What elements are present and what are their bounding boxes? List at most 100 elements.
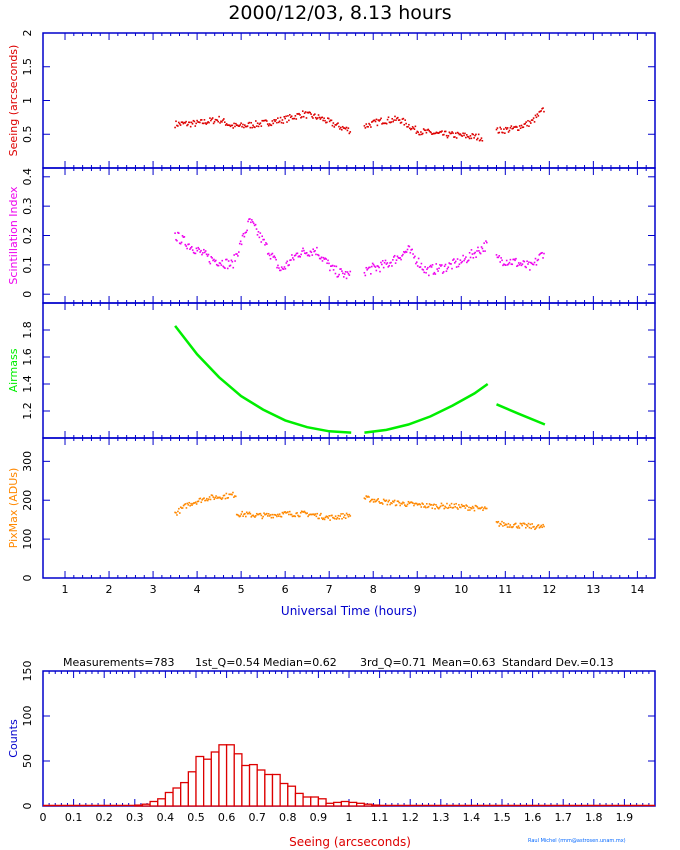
data-point — [537, 258, 540, 261]
data-point — [290, 115, 293, 117]
data-point — [465, 256, 467, 258]
data-point — [289, 116, 292, 119]
data-point — [270, 516, 273, 519]
data-point — [252, 222, 255, 225]
data-point — [430, 131, 432, 134]
data-point — [432, 504, 435, 506]
data-point — [409, 251, 412, 254]
data-point — [529, 122, 532, 124]
data-point — [198, 497, 201, 500]
data-point — [385, 122, 388, 125]
data-point — [369, 500, 371, 503]
histogram-bar — [134, 804, 144, 807]
data-point — [294, 515, 297, 518]
data-point — [411, 126, 414, 128]
data-point — [191, 504, 193, 506]
x-tick-label: 1.5 — [493, 811, 511, 824]
data-point — [449, 132, 452, 135]
histogram-bar — [225, 744, 235, 807]
data-point — [389, 262, 391, 264]
data-point — [430, 266, 433, 268]
y-axis-label: Counts — [7, 719, 20, 758]
data-point — [226, 258, 228, 261]
data-point — [322, 119, 324, 122]
data-point — [451, 131, 453, 133]
data-point — [439, 130, 441, 133]
data-point — [202, 122, 205, 125]
data-point — [368, 266, 370, 269]
data-point — [189, 125, 192, 128]
data-point — [533, 525, 535, 528]
data-point — [466, 505, 468, 507]
data-point — [509, 258, 512, 261]
data-point — [342, 512, 344, 515]
data-point — [319, 257, 322, 260]
data-point — [459, 506, 462, 509]
data-point — [244, 232, 247, 234]
data-point — [504, 132, 506, 134]
data-point — [429, 264, 432, 267]
data-point — [387, 116, 390, 119]
data-point — [231, 124, 234, 127]
data-point — [187, 243, 189, 246]
data-point — [435, 503, 437, 506]
data-point — [314, 513, 317, 515]
data-point — [330, 514, 332, 517]
data-point — [261, 235, 264, 238]
data-point — [422, 503, 424, 505]
data-point — [468, 137, 471, 140]
data-point — [520, 264, 523, 267]
data-point — [338, 125, 340, 128]
data-point — [393, 499, 396, 502]
histogram-bar — [271, 773, 281, 807]
data-point — [339, 515, 341, 517]
data-point — [294, 115, 297, 117]
data-point — [246, 125, 249, 127]
data-point — [367, 267, 369, 270]
data-point — [372, 501, 375, 503]
data-point — [187, 123, 189, 126]
data-point — [423, 506, 425, 508]
data-point — [216, 119, 219, 122]
data-point — [285, 262, 288, 264]
data-point — [206, 122, 208, 124]
data-point — [196, 119, 198, 122]
data-point — [465, 504, 468, 506]
data-point — [191, 123, 194, 125]
data-point — [406, 248, 409, 251]
data-point — [282, 122, 285, 124]
data-point — [333, 517, 336, 520]
data-point — [516, 265, 518, 268]
data-point — [448, 262, 451, 264]
data-point — [312, 117, 314, 119]
data-point — [266, 253, 269, 255]
data-point — [441, 504, 444, 507]
data-point — [436, 268, 438, 270]
data-point — [251, 126, 253, 129]
x-tick-label: 0.2 — [95, 811, 113, 824]
histogram-bar — [325, 802, 335, 807]
data-point — [244, 125, 247, 128]
data-point — [233, 496, 235, 499]
data-point — [214, 496, 216, 499]
histogram-bar — [241, 764, 251, 807]
data-point — [195, 503, 198, 505]
data-point — [288, 264, 290, 266]
data-point — [374, 120, 377, 123]
data-point — [275, 119, 277, 121]
data-point — [541, 526, 543, 529]
data-point — [495, 521, 498, 523]
data-point — [327, 517, 330, 519]
y-tick-label: 0.5 — [21, 126, 34, 144]
data-point — [481, 247, 484, 250]
data-point — [411, 501, 413, 504]
data-point — [211, 257, 213, 259]
data-point — [513, 258, 515, 261]
data-point — [384, 259, 387, 262]
data-point — [288, 510, 291, 513]
x-tick-label: 1.2 — [401, 811, 419, 824]
data-point — [507, 131, 510, 133]
data-point — [429, 130, 431, 133]
data-point — [292, 117, 295, 120]
data-point — [278, 267, 280, 269]
